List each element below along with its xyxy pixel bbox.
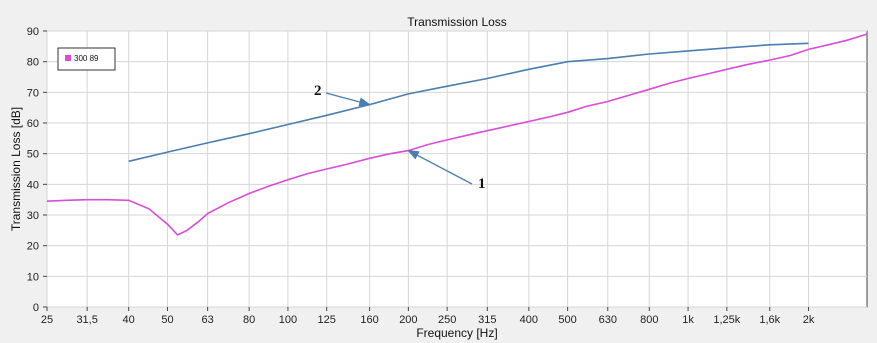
x-tick-label: 63 [201,314,213,326]
annotation-label: 2 [314,83,322,99]
x-tick-label: 100 [279,314,297,326]
series-layer [46,33,868,236]
axis-ticks: 0 10 20 30 40 50 60 70 80 90 25 31,5 40 50 63 80 100 125 1… [27,26,815,326]
x-tick-label: 80 [243,314,255,326]
legend-swatch [65,55,71,61]
y-tick-label: 40 [27,179,39,191]
x-tick-label: 800 [640,314,658,326]
y-tick-label: 30 [27,210,39,222]
x-tick-label: 400 [520,314,538,326]
annotations: 21 [314,83,486,192]
series-line-2 [128,42,809,163]
x-tick-label: 2k [803,314,815,326]
y-tick-label: 20 [27,241,39,253]
y-tick-label: 0 [33,302,39,314]
x-tick-label: 50 [161,314,173,326]
x-tick-label: 160 [360,314,378,326]
x-tick-label: 200 [399,314,417,326]
y-tick-label: 60 [27,118,39,130]
chart-title: Transmission Loss [407,15,507,29]
x-tick-label: 630 [599,314,617,326]
x-tick-label: 40 [123,314,135,326]
x-tick-label: 1,25k [713,314,740,326]
series-line-1 [46,33,868,236]
grid [46,30,867,308]
annotation-label: 1 [478,176,486,192]
legend-entry: 300 89 [74,54,99,63]
x-axis-label: Frequency [Hz] [416,326,497,340]
x-tick-label: 1k [682,314,694,326]
x-tick-label: 125 [318,314,336,326]
x-tick-label: 500 [558,314,576,326]
x-tick-label: 250 [438,314,456,326]
legend-box [57,47,116,71]
annotation-arrow [407,149,473,185]
annotation-arrow [325,92,371,107]
y-tick-label: 10 [27,271,39,283]
y-tick-label: 50 [27,149,39,161]
legend: 300 89 [57,47,116,71]
y-tick-label: 90 [27,26,39,38]
y-axis-label: Transmission Loss [dB] [9,107,23,231]
plot-area [46,30,868,308]
y-tick-label: 70 [27,87,39,99]
x-tick-label: 1,6k [759,314,780,326]
x-tick-label: 31,5 [76,314,97,326]
x-tick-label: 315 [478,314,496,326]
y-tick-label: 80 [27,57,39,69]
x-tick-label: 25 [41,314,53,326]
